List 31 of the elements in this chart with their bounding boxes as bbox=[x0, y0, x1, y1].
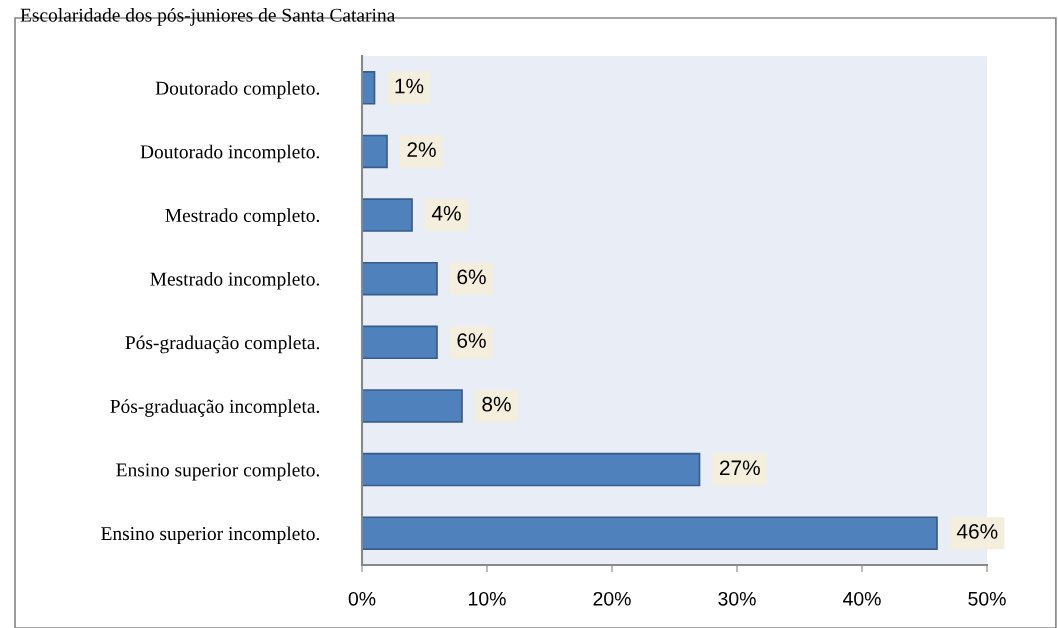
x-tick-label: 10% bbox=[469, 591, 506, 606]
data-label: 6% bbox=[457, 333, 486, 348]
y-tick-label: Mestrado completo. bbox=[165, 208, 320, 226]
y-tick-label: Pós-graduação incompleta. bbox=[110, 399, 320, 417]
bar bbox=[362, 516, 938, 550]
x-tick-label: 20% bbox=[593, 591, 631, 606]
data-label: 27% bbox=[719, 460, 760, 476]
y-tick-label: Ensino superior incompleto. bbox=[101, 526, 320, 545]
y-tick-label: Pós-graduação completa. bbox=[125, 335, 320, 354]
bar bbox=[362, 71, 376, 105]
y-tick-label: Ensino superior completo. bbox=[116, 462, 320, 481]
y-tick-label: Doutorado completo. bbox=[155, 81, 320, 99]
bar bbox=[362, 325, 438, 360]
data-label: 8% bbox=[482, 396, 511, 412]
x-tick-label: 30% bbox=[718, 591, 756, 606]
data-label: 46% bbox=[956, 524, 998, 539]
y-tick-label: Doutorado incompleto. bbox=[140, 144, 320, 163]
chart-title: Escolaridade dos pós-juniores de Santa Catarina bbox=[20, 8, 396, 26]
bar bbox=[362, 389, 463, 423]
data-label: 1% bbox=[395, 78, 424, 94]
data-label: 4% bbox=[431, 205, 461, 221]
bar bbox=[362, 134, 388, 169]
x-tick-label: 40% bbox=[842, 591, 881, 606]
x-tick-label: 50% bbox=[968, 591, 1006, 606]
data-label: 6% bbox=[457, 269, 486, 285]
y-tick-label: Mestrado incompleto. bbox=[150, 271, 320, 290]
data-label: 2% bbox=[407, 142, 436, 157]
bar bbox=[362, 198, 413, 232]
bar bbox=[362, 452, 701, 487]
bar bbox=[362, 261, 438, 296]
x-tick-label: 0% bbox=[348, 591, 376, 606]
